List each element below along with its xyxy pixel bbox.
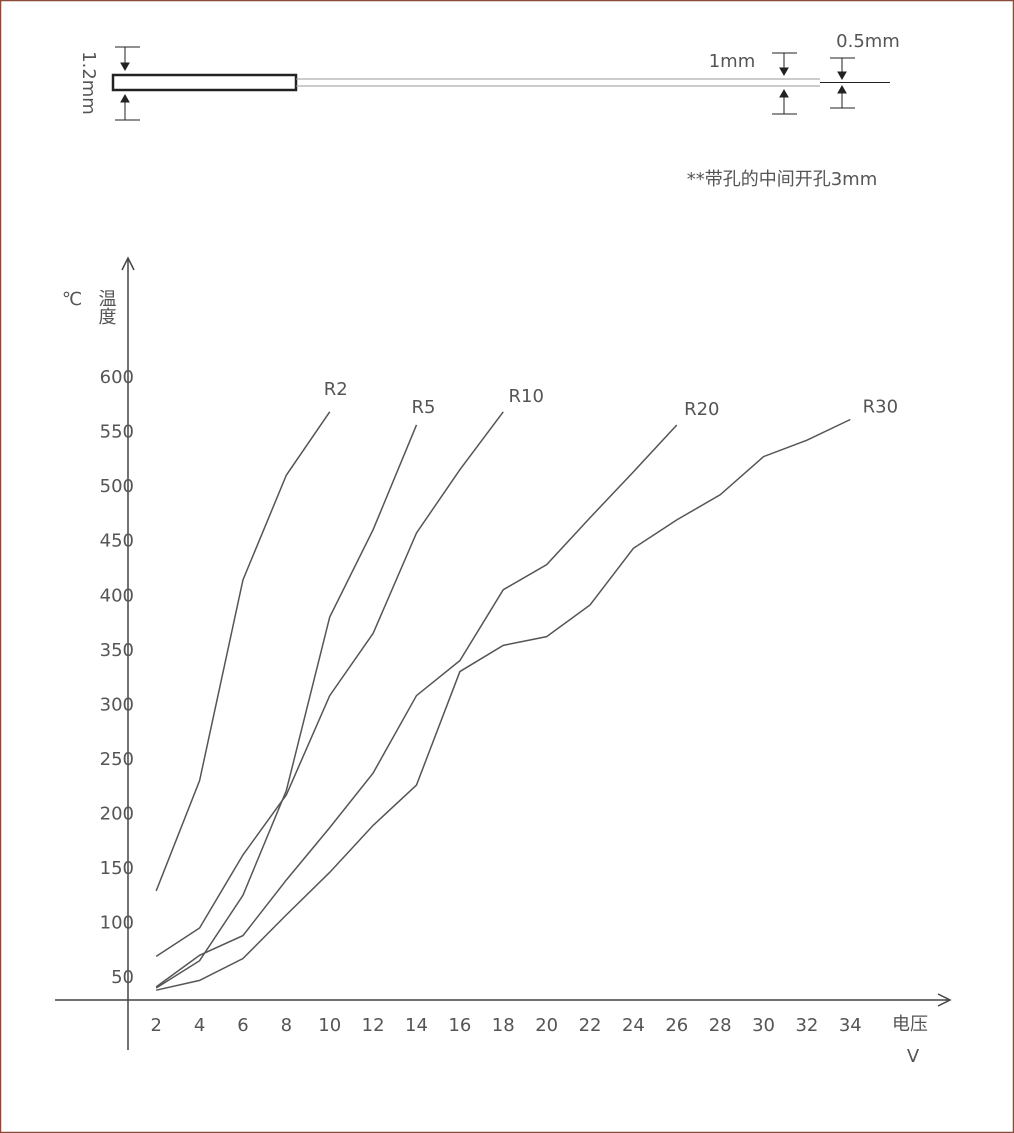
- probe-diagram: [111, 46, 890, 121]
- series-label: R2: [324, 379, 348, 400]
- x-tick-label: 8: [281, 1015, 292, 1036]
- x-label: 电压: [892, 1014, 928, 1035]
- y-arrow: [121, 256, 135, 271]
- x-tick-label: 28: [709, 1015, 732, 1036]
- series-label: R20: [684, 399, 719, 420]
- x-tick-label: 24: [622, 1015, 645, 1036]
- x-tick-label: 22: [579, 1015, 602, 1036]
- x-tick-label: 16: [448, 1015, 471, 1036]
- x-unit: V: [907, 1046, 920, 1067]
- x-tick-label: 2: [150, 1015, 161, 1036]
- x-tick-label: 20: [535, 1015, 558, 1036]
- thin-label: 1mm: [709, 51, 756, 72]
- series-line: [155, 411, 504, 957]
- x-tick-label: 4: [194, 1015, 205, 1036]
- series-label: R10: [509, 386, 544, 407]
- x-tick-label: 32: [795, 1015, 818, 1036]
- y-tick-label: 100: [100, 913, 134, 934]
- series-line: [155, 424, 678, 988]
- y-tick-label: 300: [100, 694, 134, 715]
- x-tick-label: 18: [492, 1015, 515, 1036]
- x-tick-label: 26: [665, 1015, 688, 1036]
- x-tick-label: 12: [362, 1015, 385, 1036]
- y-tick-label: 450: [100, 531, 134, 552]
- series-line: [155, 424, 418, 989]
- x-tick-label: 10: [318, 1015, 341, 1036]
- y-tick-label: 500: [100, 476, 134, 497]
- x-arrow: [937, 993, 952, 1007]
- y-tick-label: 200: [100, 804, 134, 825]
- y-unit: ℃: [62, 289, 82, 310]
- x-tick-label: 14: [405, 1015, 428, 1036]
- y-tick-label: 550: [100, 422, 134, 443]
- series-label: R30: [863, 396, 898, 417]
- note: **带孔的中间开孔3mm: [687, 169, 878, 190]
- y-tick-label: 50: [111, 967, 134, 988]
- y-tick-label: 600: [100, 367, 134, 388]
- y-tick-label: 150: [100, 858, 134, 879]
- y-tick-label: 250: [100, 749, 134, 770]
- tip-label: 0.5mm: [836, 31, 900, 52]
- x-tick-label: 30: [752, 1015, 775, 1036]
- series-line: [155, 411, 331, 892]
- y-tick-label: 400: [100, 585, 134, 606]
- height-label: 1.2mm: [78, 51, 99, 115]
- x-tick-label: 34: [839, 1015, 862, 1036]
- x-tick-label: 6: [237, 1015, 248, 1036]
- series-line: [156, 418, 851, 991]
- series-label: R5: [412, 397, 436, 418]
- y-label: 温度: [96, 289, 117, 325]
- y-tick-label: 350: [100, 640, 134, 661]
